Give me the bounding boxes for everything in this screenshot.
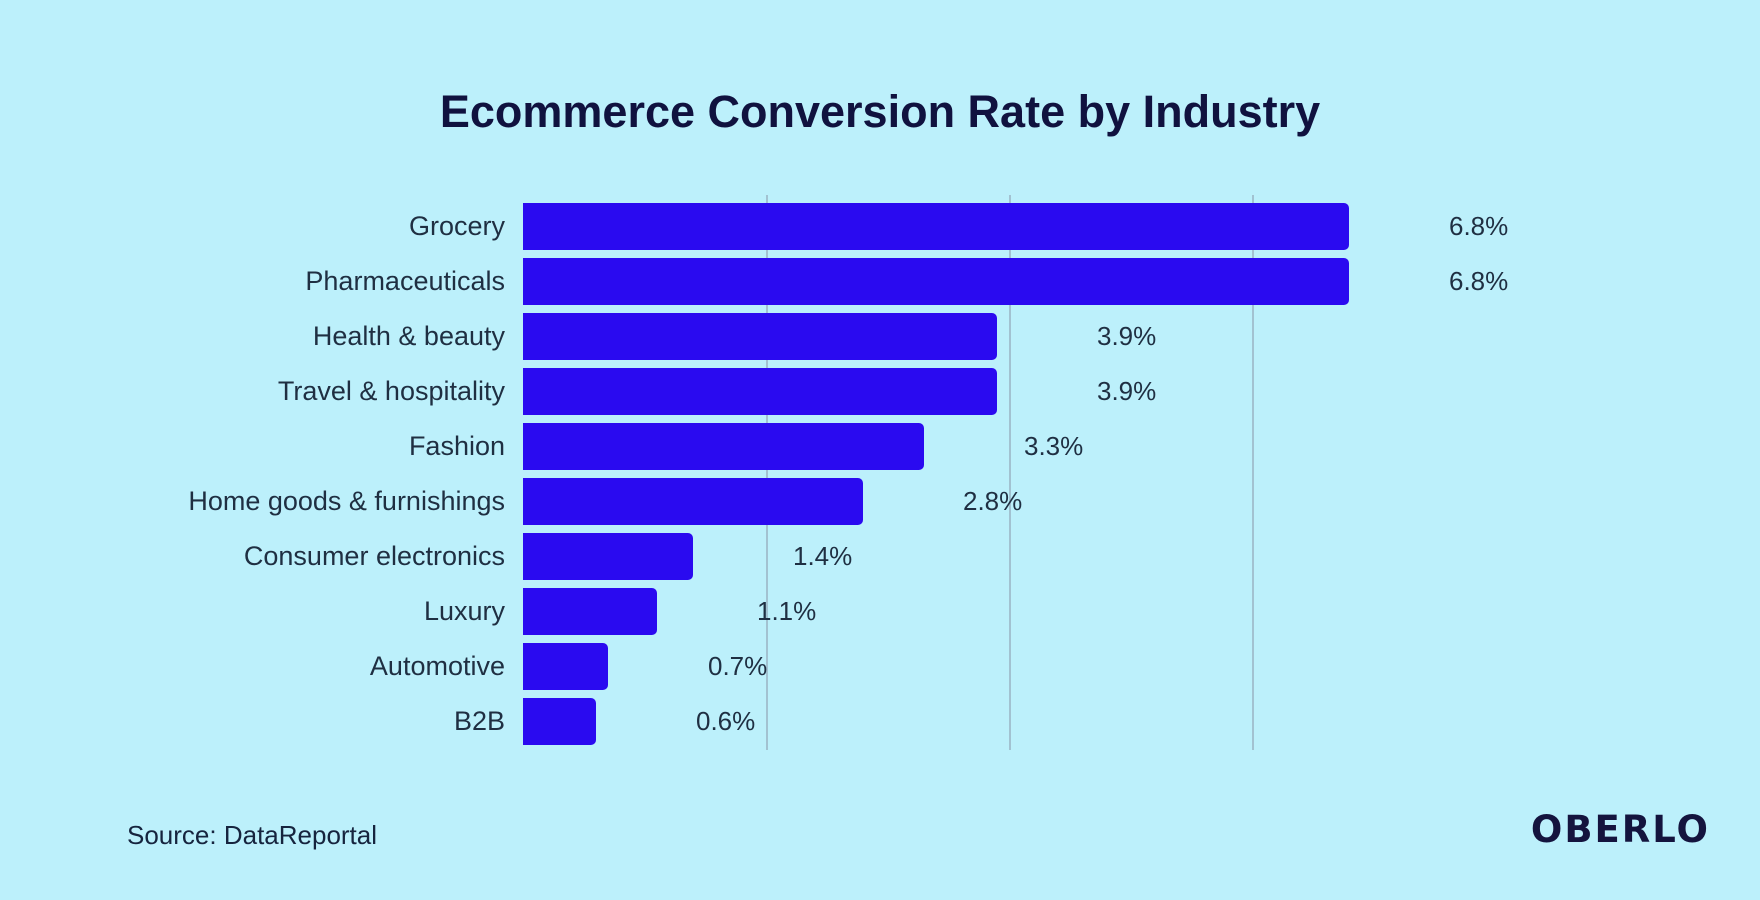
value-label: 2.8% (963, 486, 1023, 516)
category-label: Travel & hospitality (277, 376, 505, 406)
gridline-4pct (1009, 195, 1011, 750)
category-label: B2B (453, 706, 505, 736)
value-label: 1.4% (793, 541, 853, 571)
value-label: 1.1% (757, 596, 817, 626)
category-label: Consumer electronics (243, 541, 505, 571)
bar (523, 423, 924, 470)
bar (523, 643, 608, 690)
value-label: 0.6% (696, 706, 756, 736)
source-note: Source: DataReportal (127, 820, 378, 850)
gridline-2pct (766, 195, 768, 750)
value-label: 3.9% (1097, 321, 1157, 351)
bar (523, 533, 693, 580)
bar (523, 588, 657, 635)
value-label: 6.8% (1449, 266, 1509, 296)
bar (523, 368, 997, 415)
value-label: 0.7% (708, 651, 768, 681)
bar (523, 258, 1349, 305)
category-label: Luxury (423, 596, 505, 626)
category-label: Grocery (408, 211, 505, 241)
bar (523, 698, 596, 745)
category-label: Health & beauty (312, 321, 505, 351)
chart-title: Ecommerce Conversion Rate by Industry (439, 86, 1321, 137)
bar (523, 313, 997, 360)
value-label: 3.3% (1024, 431, 1084, 461)
bar (523, 203, 1349, 250)
category-label: Automotive (369, 651, 505, 681)
value-label: 3.9% (1097, 376, 1157, 406)
value-label: 6.8% (1449, 211, 1509, 241)
category-label: Fashion (408, 431, 505, 461)
bar (523, 478, 863, 525)
category-label: Home goods & furnishings (188, 486, 505, 516)
gridline-6pct (1252, 195, 1254, 750)
oberlo-logo: OBERLO (1530, 808, 1710, 851)
category-label: Pharmaceuticals (305, 266, 505, 296)
